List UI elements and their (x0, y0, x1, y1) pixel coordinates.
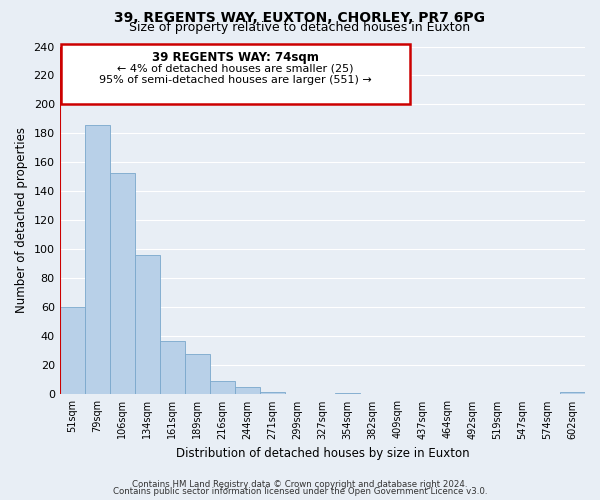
Bar (235, 387, 260, 394)
Bar (135, 256, 160, 394)
Bar (110, 172, 135, 394)
Bar (260, 392, 285, 394)
FancyBboxPatch shape (61, 44, 410, 104)
Text: Contains public sector information licensed under the Open Government Licence v3: Contains public sector information licen… (113, 487, 487, 496)
Text: 39, REGENTS WAY, EUXTON, CHORLEY, PR7 6PG: 39, REGENTS WAY, EUXTON, CHORLEY, PR7 6P… (115, 11, 485, 25)
Bar (59, 308, 85, 394)
Text: ← 4% of detached houses are smaller (25): ← 4% of detached houses are smaller (25) (117, 64, 353, 74)
Text: 39 REGENTS WAY: 74sqm: 39 REGENTS WAY: 74sqm (152, 51, 319, 64)
Bar (210, 382, 235, 394)
Bar (560, 392, 585, 394)
Bar (335, 393, 360, 394)
Bar (85, 125, 110, 394)
Bar (160, 341, 185, 394)
Bar (185, 354, 210, 395)
Text: Contains HM Land Registry data © Crown copyright and database right 2024.: Contains HM Land Registry data © Crown c… (132, 480, 468, 489)
Text: 95% of semi-detached houses are larger (551) →: 95% of semi-detached houses are larger (… (99, 76, 372, 86)
Text: Size of property relative to detached houses in Euxton: Size of property relative to detached ho… (130, 22, 470, 35)
Y-axis label: Number of detached properties: Number of detached properties (15, 128, 28, 314)
X-axis label: Distribution of detached houses by size in Euxton: Distribution of detached houses by size … (176, 447, 469, 460)
